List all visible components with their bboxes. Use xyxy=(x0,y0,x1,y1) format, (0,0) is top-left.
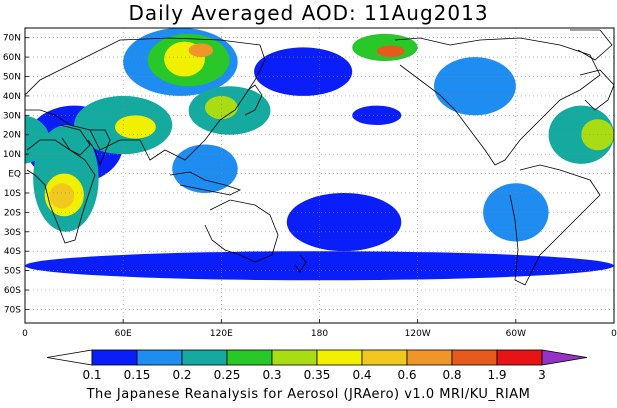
lat-label-5: 20N xyxy=(3,131,21,141)
lon-label-1: 60E xyxy=(115,329,132,339)
lat-label-8: 10S xyxy=(4,189,21,199)
aod-region-24 xyxy=(352,105,402,126)
lat-label-4: 30N xyxy=(3,111,21,121)
lat-label-2: 50N xyxy=(3,73,21,83)
colorbar-label-7: 0.6 xyxy=(397,368,416,382)
colorbar-label-6: 0.4 xyxy=(352,368,371,382)
longitude-labels: 0 60E 120E 180 120W 60W 0 xyxy=(22,319,617,339)
colorbar-segment-3 xyxy=(226,349,273,366)
lon-label-0: 0 xyxy=(22,329,28,339)
lon-label-5: 60W xyxy=(506,329,526,339)
coast-eurasia xyxy=(25,37,266,161)
aod-region-11 xyxy=(188,43,214,58)
aod-region-13 xyxy=(204,95,238,120)
colorbar-label-3: 0.25 xyxy=(214,368,241,382)
colorbar-segment-2 xyxy=(181,349,228,366)
coast-greenland xyxy=(570,29,613,61)
colorbar-label-1: 0.15 xyxy=(124,368,151,382)
lon-label-4: 120W xyxy=(405,329,431,339)
lat-label-7: EQ xyxy=(8,170,21,180)
lat-label-10: 30S xyxy=(4,228,21,238)
colorbar-segment-0 xyxy=(91,349,138,366)
colorbar-segment-9 xyxy=(496,349,543,366)
colorbar-label-10: 3 xyxy=(538,368,546,382)
lat-label-12: 50S xyxy=(4,267,21,277)
colorbar: 0.1 0.15 0.2 0.25 0.3 0.35 0.4 0.6 0.8 1.9 3 xyxy=(46,349,588,382)
lat-label-14: 70S xyxy=(4,305,21,315)
lat-label-3: 40N xyxy=(3,92,21,102)
colorbar-segment-4 xyxy=(271,349,318,366)
aod-region-4 xyxy=(25,115,50,164)
coast-new-zealand xyxy=(294,254,307,273)
aod-region-18 xyxy=(434,57,516,116)
coast-south-america xyxy=(509,164,601,286)
coast-japan xyxy=(244,84,263,116)
colorbar-label-4: 0.3 xyxy=(262,368,281,382)
colorbar-label-5: 0.35 xyxy=(304,368,331,382)
lat-label-6: 10N xyxy=(3,150,21,160)
lat-label-1: 60N xyxy=(3,53,21,63)
aod-region-7 xyxy=(114,115,156,139)
lat-label-13: 60S xyxy=(4,286,21,296)
aod-region-23 xyxy=(286,192,402,252)
lat-label-9: 20S xyxy=(4,208,21,218)
coast-arabia xyxy=(59,124,91,156)
latitude-labels: 70N 60N 50N 40N 30N 20N 10N EQ 10S 20S 30S 40S 50S 60… xyxy=(3,34,29,315)
aod-region-17 xyxy=(376,45,405,58)
aod-region-15 xyxy=(254,47,353,96)
lon-label-6: 0 xyxy=(611,329,617,339)
aod-region-3 xyxy=(49,183,75,209)
footer-credit: The Japanese Reanalysis for Aerosol (JRA… xyxy=(86,387,531,402)
colorbar-label-8: 0.8 xyxy=(442,368,461,382)
coast-indonesia xyxy=(169,171,242,196)
colorbar-segment-6 xyxy=(361,349,408,366)
aod-region-22 xyxy=(25,251,614,281)
lon-label-2: 120E xyxy=(210,329,233,339)
coast-australia xyxy=(204,199,279,263)
colorbar-label-2: 0.2 xyxy=(172,368,191,382)
colorbar-low-triangle xyxy=(46,349,93,366)
lat-label-11: 40S xyxy=(4,247,21,257)
colorbar-segment-8 xyxy=(451,349,498,366)
lon-label-3: 180 xyxy=(311,329,328,339)
lat-label-0: 70N xyxy=(3,34,21,44)
colorbar-segment-1 xyxy=(136,349,183,366)
coast-india xyxy=(87,129,111,167)
coast-africa xyxy=(26,139,96,244)
map-title: Daily Averaged AOD: 11Aug2013 xyxy=(128,1,489,25)
colorbar-segment-7 xyxy=(406,349,453,366)
colorbar-label-0: 0.1 xyxy=(82,368,101,382)
coast-north-america xyxy=(394,37,601,166)
coast-europe-west xyxy=(579,69,614,111)
colorbar-high-triangle xyxy=(541,349,588,366)
coastlines xyxy=(25,29,614,286)
colorbar-label-9: 1.9 xyxy=(487,368,506,382)
colorbar-segment-5 xyxy=(316,349,363,366)
